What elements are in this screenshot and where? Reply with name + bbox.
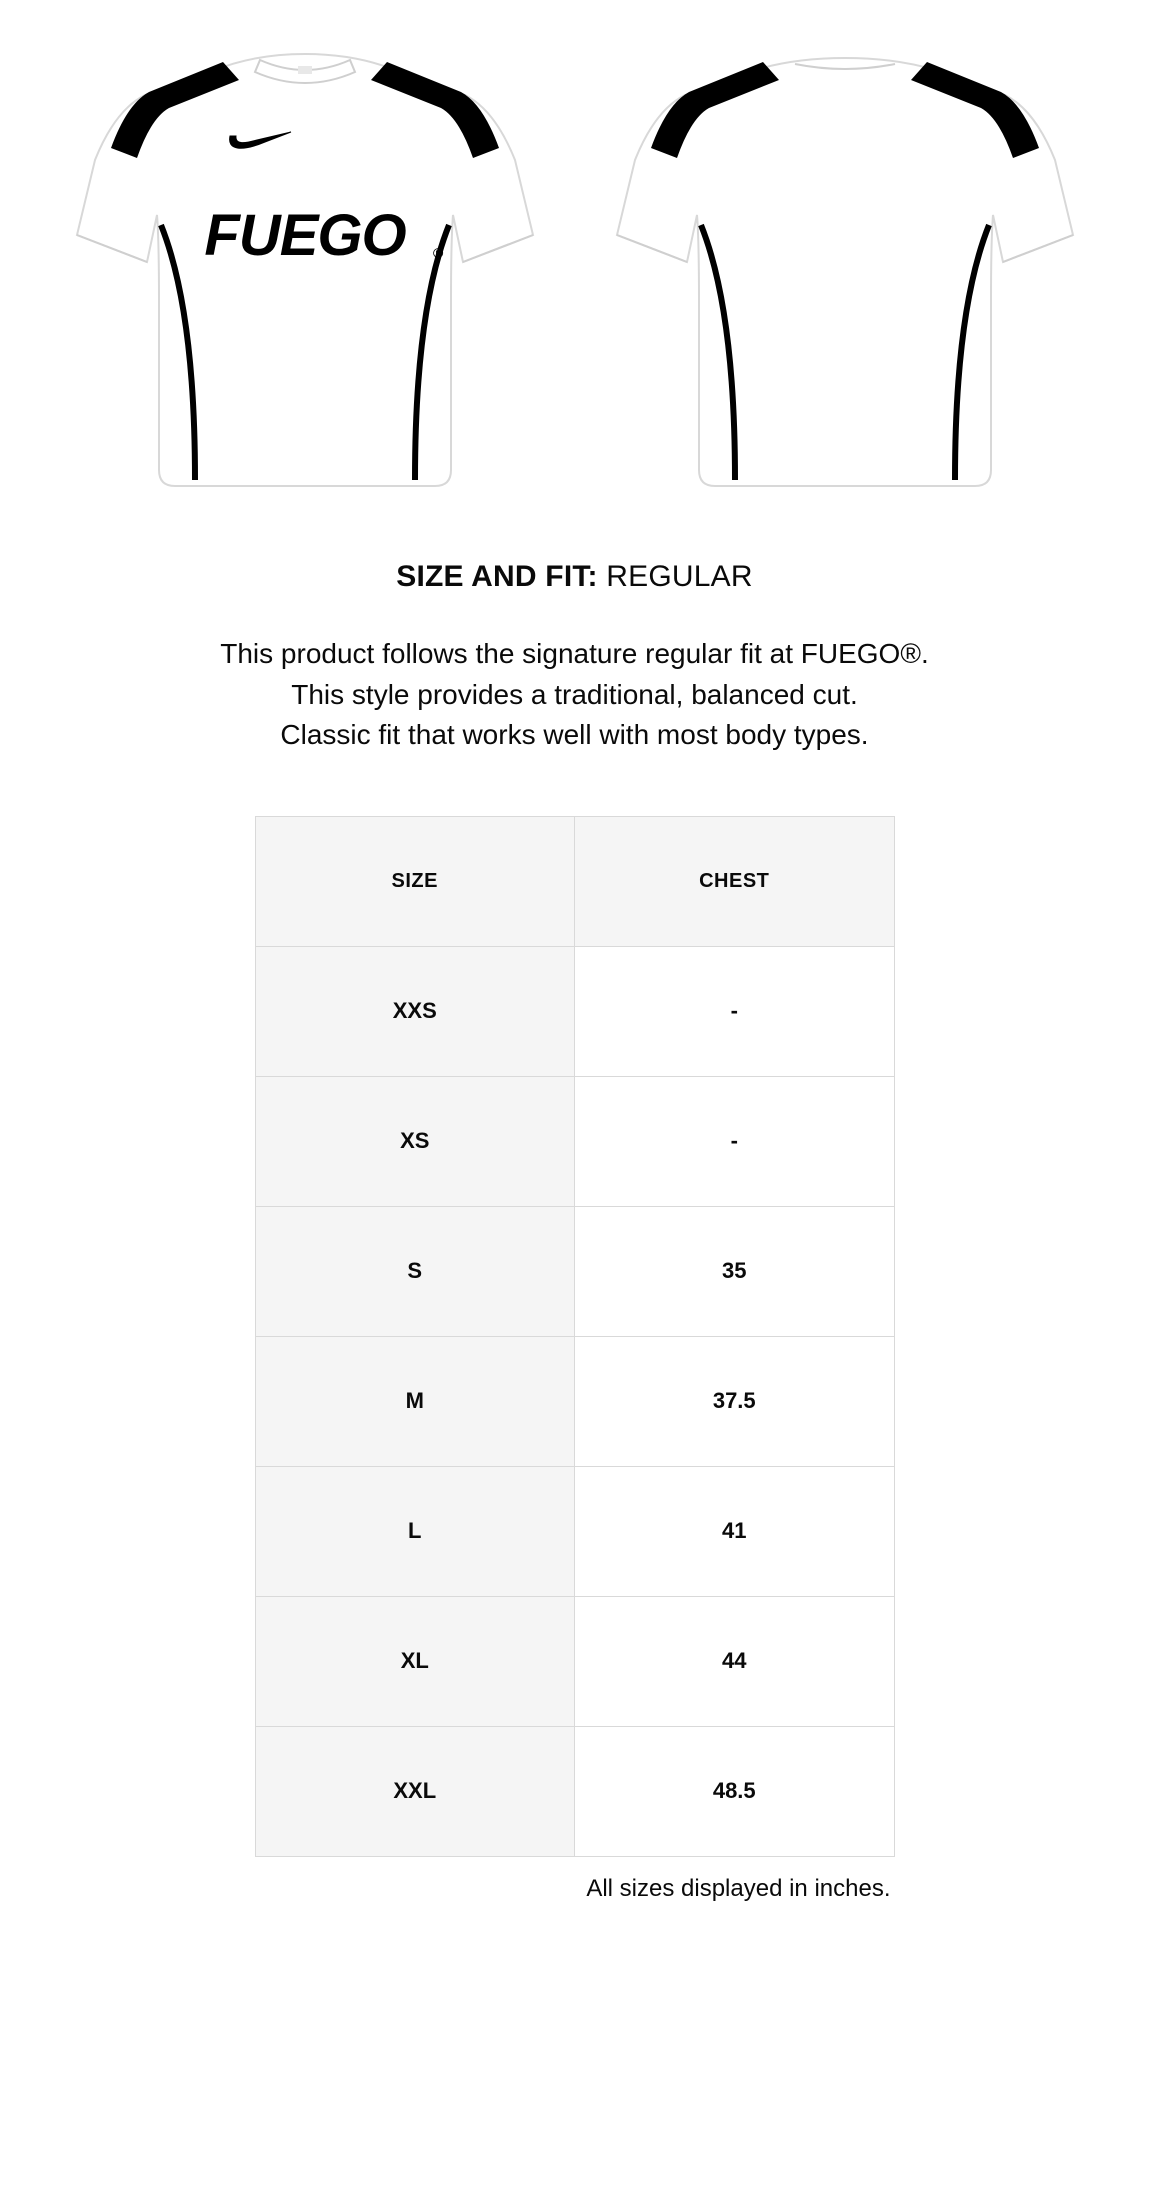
cell-size: L [255, 1466, 575, 1596]
cell-chest: 41 [575, 1466, 895, 1596]
size-fit-heading: SIZE AND FIT: REGULAR [30, 560, 1119, 594]
cell-chest: 35 [575, 1206, 895, 1336]
table-row: L 41 [255, 1466, 894, 1596]
fit-desc-line: This product follows the signature regul… [30, 634, 1119, 675]
cell-size: XL [255, 1596, 575, 1726]
cell-chest: 44 [575, 1596, 895, 1726]
product-image-front: FUEGO ® [55, 40, 555, 500]
cell-size: M [255, 1336, 575, 1466]
size-table-container: SIZE CHEST XXS - XS - S 35 M 37.5 L [255, 816, 895, 1903]
col-header-chest: CHEST [575, 816, 895, 946]
size-fit-label: SIZE AND FIT: [396, 560, 597, 593]
cell-size: XS [255, 1076, 575, 1206]
cell-chest: 48.5 [575, 1726, 895, 1856]
table-header-row: SIZE CHEST [255, 816, 894, 946]
table-row: XS - [255, 1076, 894, 1206]
svg-text:®: ® [433, 245, 444, 261]
col-header-size: SIZE [255, 816, 575, 946]
table-row: S 35 [255, 1206, 894, 1336]
table-row: XL 44 [255, 1596, 894, 1726]
cell-size: XXL [255, 1726, 575, 1856]
cell-chest: - [575, 946, 895, 1076]
cell-size: S [255, 1206, 575, 1336]
cell-chest: 37.5 [575, 1336, 895, 1466]
product-image-row: FUEGO ® [30, 40, 1119, 500]
product-image-back [595, 40, 1095, 500]
cell-chest: - [575, 1076, 895, 1206]
size-fit-value: REGULAR [606, 560, 752, 593]
size-fit-description: This product follows the signature regul… [30, 634, 1119, 756]
table-row: XXL 48.5 [255, 1726, 894, 1856]
table-row: M 37.5 [255, 1336, 894, 1466]
table-row: XXS - [255, 946, 894, 1076]
fit-desc-line: This style provides a traditional, balan… [30, 675, 1119, 716]
fit-desc-line: Classic fit that works well with most bo… [30, 715, 1119, 756]
table-footnote: All sizes displayed in inches. [255, 1875, 895, 1903]
cell-size: XXS [255, 946, 575, 1076]
svg-text:FUEGO: FUEGO [204, 203, 406, 268]
size-table: SIZE CHEST XXS - XS - S 35 M 37.5 L [255, 816, 895, 1857]
